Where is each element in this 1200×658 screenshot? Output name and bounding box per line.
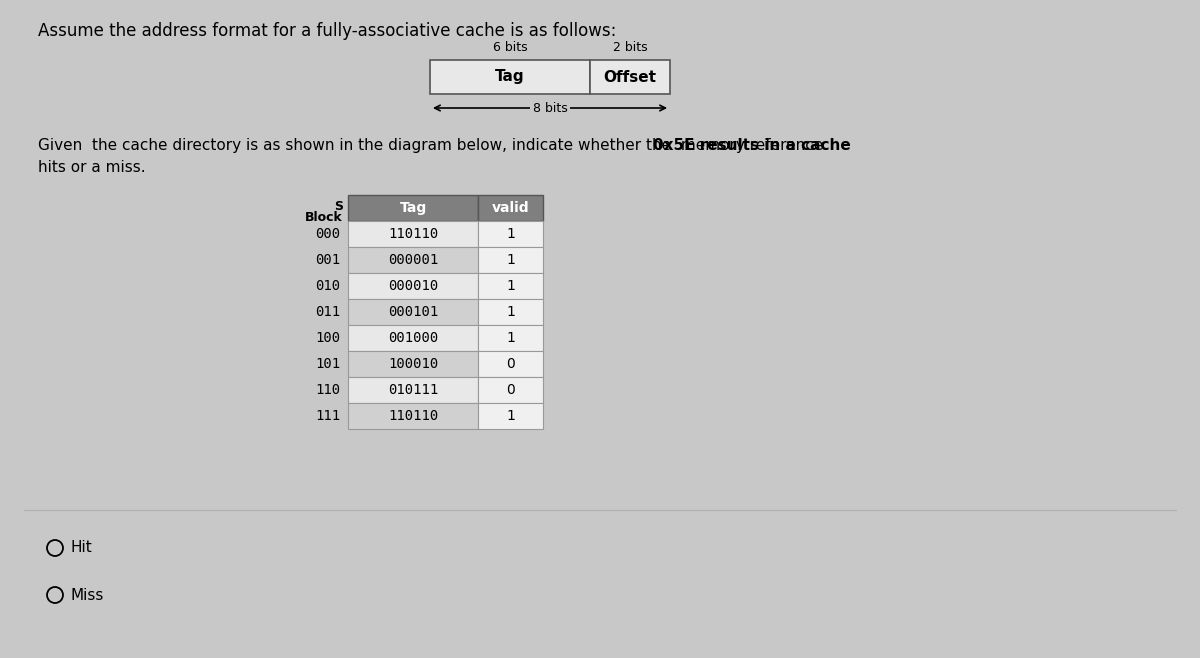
Text: 000010: 000010 [388, 279, 438, 293]
Text: Assume the address format for a fully-associative cache is as follows:: Assume the address format for a fully-as… [38, 22, 617, 40]
Text: valid: valid [492, 201, 529, 215]
Text: 8 bits: 8 bits [533, 101, 568, 114]
Bar [348, 247, 478, 273]
Text: 1: 1 [506, 305, 515, 319]
Text: Tag: Tag [496, 70, 524, 84]
Text: 6 bits: 6 bits [493, 41, 527, 54]
Text: 1: 1 [506, 253, 515, 267]
Text: 110110: 110110 [388, 227, 438, 241]
Text: 1: 1 [506, 279, 515, 293]
Bar [478, 403, 542, 429]
Text: 010: 010 [314, 279, 340, 293]
Text: 001: 001 [314, 253, 340, 267]
Bar [348, 351, 478, 377]
Bar [348, 273, 478, 299]
Text: 001000: 001000 [388, 331, 438, 345]
Text: 000: 000 [314, 227, 340, 241]
Text: S: S [334, 200, 343, 213]
Bar [348, 377, 478, 403]
Bar [478, 351, 542, 377]
Text: 010111: 010111 [388, 383, 438, 397]
Text: Offset: Offset [604, 70, 656, 84]
Text: 100010: 100010 [388, 357, 438, 371]
Bar [348, 195, 478, 221]
Text: 0: 0 [506, 383, 515, 397]
Text: 1: 1 [506, 409, 515, 423]
Text: 000101: 000101 [388, 305, 438, 319]
Bar [478, 195, 542, 221]
Text: Tag: Tag [400, 201, 427, 215]
Bar [348, 299, 478, 325]
Text: 1: 1 [506, 331, 515, 345]
Text: Hit: Hit [71, 540, 92, 555]
Text: 0x5E results in a cache: 0x5E results in a cache [653, 138, 851, 153]
Text: Given  the cache directory is as shown in the diagram below, indicate whether th: Given the cache directory is as shown in… [38, 138, 828, 153]
Bar [478, 273, 542, 299]
Text: 100: 100 [314, 331, 340, 345]
Text: 2 bits: 2 bits [613, 41, 647, 54]
Bar [478, 377, 542, 403]
Bar [478, 221, 542, 247]
Text: Block: Block [305, 211, 343, 224]
Text: 110110: 110110 [388, 409, 438, 423]
Text: 110: 110 [314, 383, 340, 397]
Bar [348, 325, 478, 351]
Bar [478, 247, 542, 273]
Text: 000001: 000001 [388, 253, 438, 267]
Text: 101: 101 [314, 357, 340, 371]
Bar [478, 299, 542, 325]
Bar [348, 221, 478, 247]
Bar [430, 60, 590, 94]
Bar [478, 325, 542, 351]
Text: hits or a miss.: hits or a miss. [38, 160, 145, 175]
Text: Miss: Miss [71, 588, 104, 603]
Text: 1: 1 [506, 227, 515, 241]
Text: 0: 0 [506, 357, 515, 371]
Text: 011: 011 [314, 305, 340, 319]
Text: 111: 111 [314, 409, 340, 423]
Bar [348, 403, 478, 429]
Bar [590, 60, 670, 94]
